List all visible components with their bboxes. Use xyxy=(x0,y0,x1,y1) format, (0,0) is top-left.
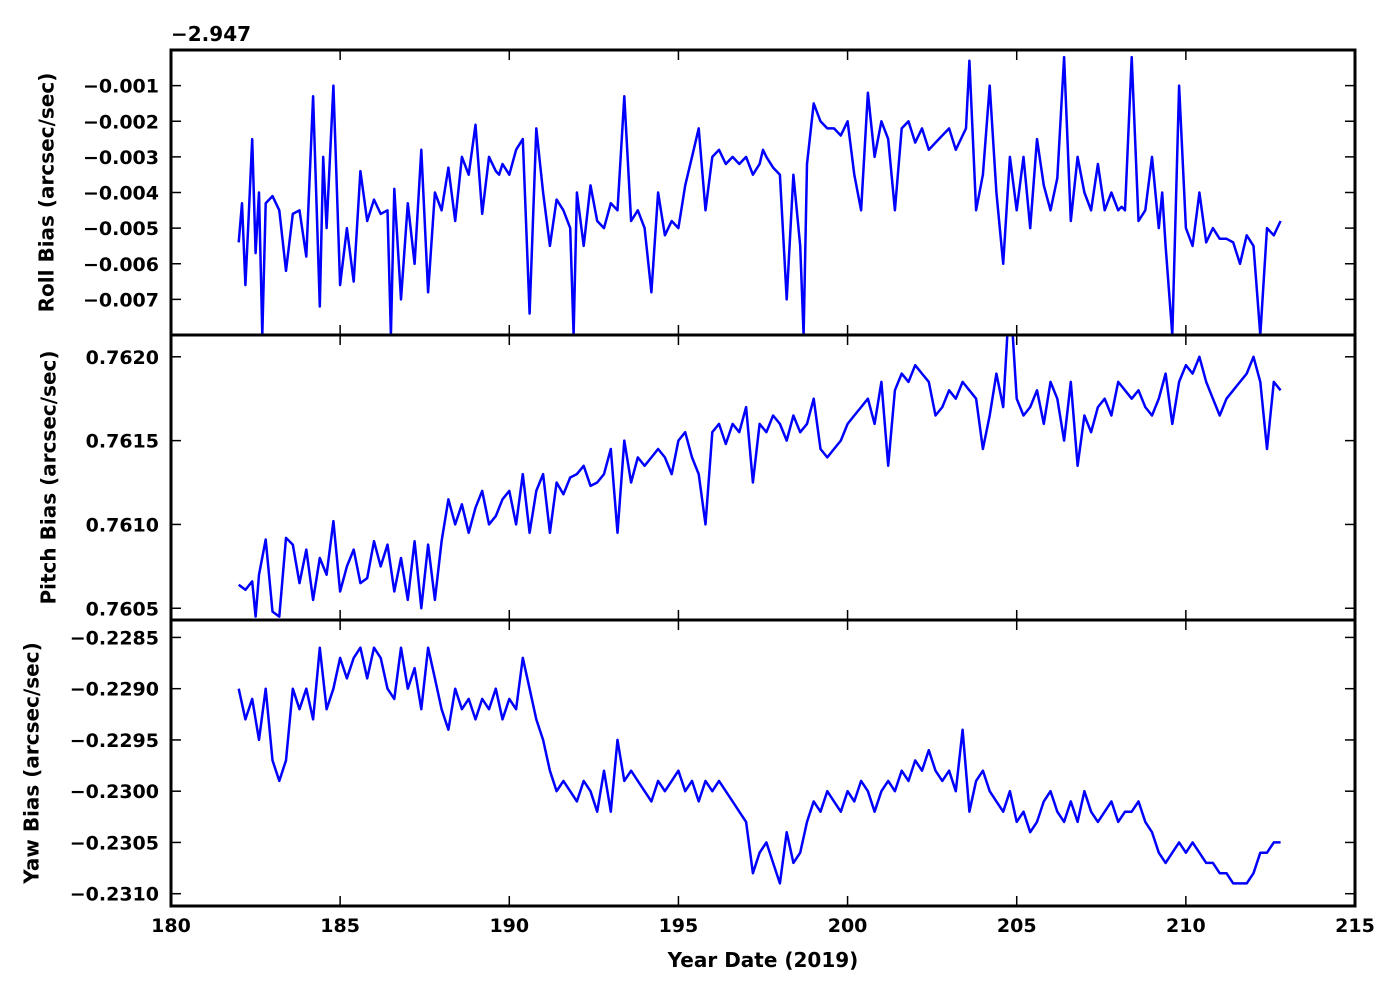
yaw-y-tick-label: −0.2295 xyxy=(70,730,159,752)
yaw-series-layer xyxy=(237,646,1281,885)
yaw-panel: −0.2285 −0.2290 −0.2295 −0.2300 −0.2305 −0.23… xyxy=(20,618,1357,908)
pitch-y-tick-label: 0.7620 xyxy=(86,347,159,369)
pitch-series-line xyxy=(237,335,1282,618)
roll-y-tick-label: −0.004 xyxy=(83,183,159,205)
yaw-y-axis-label: Yaw Bias (arcsec/sec) xyxy=(20,642,44,885)
x-tick-label: 210 xyxy=(1166,915,1206,937)
roll-series-layer xyxy=(237,55,1282,335)
roll-panel: −0.001 −0.002 −0.003 −0.004 −0.005 −0.006 −0.0… xyxy=(35,22,1357,337)
x-tick-label: 205 xyxy=(997,915,1037,937)
x-tick-label: 200 xyxy=(828,915,868,937)
yaw-y-tick-label: −0.2285 xyxy=(70,627,159,649)
roll-series-line xyxy=(237,55,1282,335)
roll-y-tick-label: −0.001 xyxy=(83,76,159,98)
pitch-y-tick-label: 0.7615 xyxy=(86,431,159,453)
roll-y-tick-label: −0.006 xyxy=(83,254,159,276)
x-tick-label: 180 xyxy=(151,915,191,937)
yaw-tick-layer: −0.2285 −0.2290 −0.2295 −0.2300 −0.2305 −0.23… xyxy=(70,620,1355,906)
yaw-y-tick-label: −0.2300 xyxy=(70,781,159,803)
x-tick-label: 215 xyxy=(1335,915,1375,937)
yaw-series-line xyxy=(237,646,1281,885)
yaw-y-tick-label: −0.2290 xyxy=(70,679,159,701)
pitch-y-axis-label: Pitch Bias (arcsec/sec) xyxy=(37,350,61,604)
roll-y-tick-label: −0.005 xyxy=(83,218,159,240)
x-tick-label: 185 xyxy=(320,915,360,937)
pitch-series-layer xyxy=(237,335,1282,618)
roll-y-tick-label: −0.003 xyxy=(83,147,159,169)
pitch-tick-layer: 0.7605 0.7610 0.7615 0.7620 xyxy=(86,335,1355,620)
yaw-y-tick-label: −0.2310 xyxy=(70,884,159,906)
pitch-y-tick-label: 0.7605 xyxy=(86,598,159,620)
roll-tick-layer: −0.001 −0.002 −0.003 −0.004 −0.005 −0.006 −0.0… xyxy=(83,50,1355,335)
roll-offset-text: −2.947 xyxy=(171,22,251,46)
pitch-y-tick-label: 0.7610 xyxy=(86,514,159,536)
yaw-y-tick-label: −0.2305 xyxy=(70,832,159,854)
roll-y-tick-label: −0.002 xyxy=(83,111,159,133)
x-axis-tick-layer: 180 185 190 195 200 205 210 215 xyxy=(151,915,1375,937)
roll-y-tick-label: −0.007 xyxy=(83,289,159,311)
x-tick-label: 190 xyxy=(489,915,529,937)
x-tick-label: 195 xyxy=(659,915,699,937)
roll-y-axis-label: Roll Bias (arcsec/sec) xyxy=(35,73,59,313)
x-axis-label: Year Date (2019) xyxy=(667,948,859,972)
yaw-panel-frame xyxy=(169,618,1357,908)
